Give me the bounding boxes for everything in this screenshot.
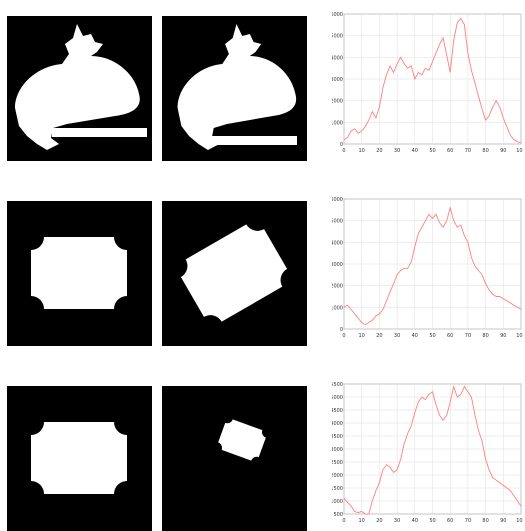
x-tick-label: 30 — [394, 148, 400, 154]
series-line — [343, 205, 522, 326]
histogram-chart-2: 0102030405060708090100010002000300040005… — [332, 197, 523, 339]
y-tick-label: 4000 — [332, 421, 343, 427]
x-tick-label: 90 — [500, 518, 506, 524]
row-2-original-image — [7, 201, 152, 346]
series-line — [343, 17, 522, 144]
x-tick-label: 70 — [465, 518, 471, 524]
x-tick-label: 0 — [342, 518, 345, 524]
x-tick-label: 100 — [516, 148, 523, 154]
row-2-transformed-image — [162, 201, 307, 346]
y-tick-label: 4500 — [332, 408, 343, 414]
y-tick-label: 6000 — [332, 197, 343, 203]
x-tick-label: 30 — [394, 333, 400, 339]
x-tick-label: 20 — [376, 333, 382, 339]
x-tick-label: 40 — [412, 333, 418, 339]
silhouette-shape — [177, 24, 297, 150]
y-tick-label: 0 — [340, 142, 343, 148]
row-3-original-image — [7, 386, 152, 531]
silhouette-shape — [31, 422, 127, 494]
histogram-chart-1: 0102030405060708090100010002000300040005… — [332, 12, 523, 154]
row-3-transformed-image — [162, 386, 307, 531]
x-tick-label: 60 — [447, 518, 453, 524]
y-tick-label: 3000 — [332, 77, 343, 83]
y-tick-label: 3500 — [332, 434, 343, 440]
x-tick-label: 80 — [482, 148, 488, 154]
y-tick-label: 500 — [333, 512, 343, 518]
x-tick-label: 60 — [447, 333, 453, 339]
silhouette-shape — [180, 224, 288, 322]
y-tick-label: 0 — [340, 327, 343, 333]
x-tick-label: 100 — [516, 518, 523, 524]
silhouette-shape — [31, 237, 127, 309]
series-line — [343, 384, 522, 515]
y-tick-label: 5500 — [332, 382, 343, 388]
x-tick-label: 70 — [465, 148, 471, 154]
y-tick-label: 2500 — [332, 460, 343, 466]
y-tick-label: 2000 — [332, 473, 343, 479]
x-tick-label: 40 — [412, 518, 418, 524]
y-tick-label: 4000 — [332, 240, 343, 246]
silhouette-shape — [218, 419, 266, 461]
y-tick-label: 3000 — [332, 447, 343, 453]
x-tick-label: 30 — [394, 518, 400, 524]
x-tick-label: 80 — [482, 518, 488, 524]
y-tick-label: 4000 — [332, 55, 343, 61]
x-tick-label: 0 — [342, 333, 345, 339]
y-tick-label: 2000 — [332, 284, 343, 290]
x-tick-label: 0 — [342, 148, 345, 154]
x-tick-label: 50 — [429, 148, 435, 154]
x-tick-label: 50 — [429, 518, 435, 524]
x-tick-label: 90 — [500, 148, 506, 154]
row-1-original-image — [7, 16, 152, 161]
silhouette-shape — [15, 24, 140, 150]
y-tick-label: 3000 — [332, 262, 343, 268]
y-tick-label: 2000 — [332, 99, 343, 105]
x-tick-label: 90 — [500, 333, 506, 339]
y-tick-label: 6000 — [332, 12, 343, 18]
x-tick-label: 50 — [429, 333, 435, 339]
y-tick-label: 1500 — [332, 486, 343, 492]
x-tick-label: 20 — [376, 518, 382, 524]
x-tick-label: 40 — [412, 148, 418, 154]
x-tick-label: 60 — [447, 148, 453, 154]
x-tick-label: 80 — [482, 333, 488, 339]
row-1-transformed-image — [162, 16, 307, 161]
x-tick-label: 10 — [359, 333, 365, 339]
x-tick-label: 10 — [359, 518, 365, 524]
x-tick-label: 10 — [359, 148, 365, 154]
x-tick-label: 100 — [516, 333, 523, 339]
x-tick-label: 70 — [465, 333, 471, 339]
x-tick-label: 20 — [376, 148, 382, 154]
